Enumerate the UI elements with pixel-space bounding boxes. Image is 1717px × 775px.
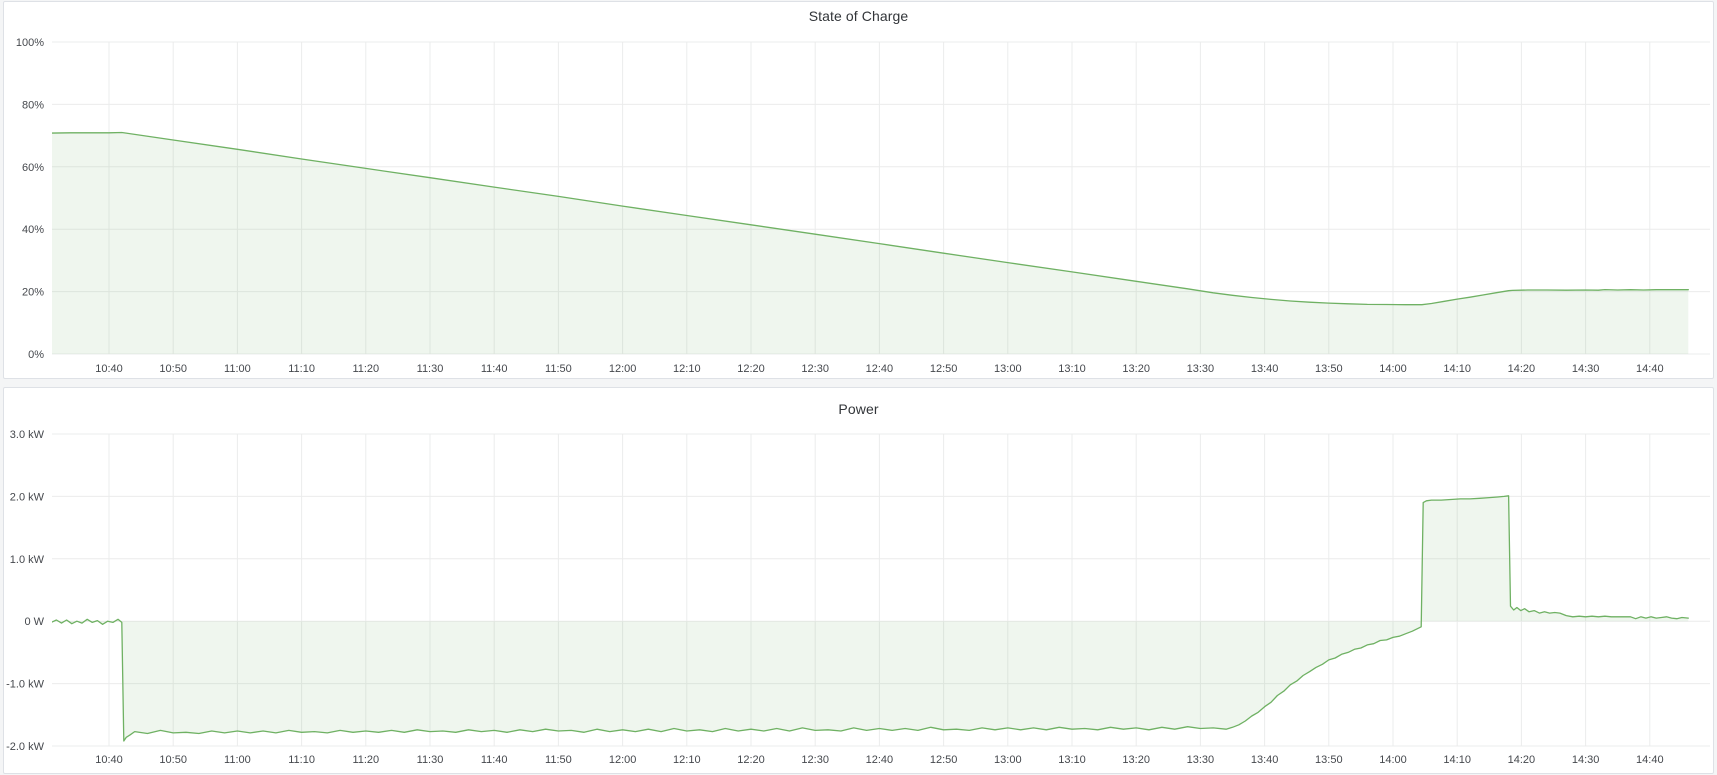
x-tick-label: 14:30	[1572, 363, 1600, 375]
x-tick-label: 10:50	[159, 754, 187, 766]
state-of-charge-panel: State of Charge 0% 20% 40% 60% 80% 100% 10:40 1…	[3, 1, 1714, 379]
y-tick-label: 0%	[28, 349, 44, 361]
x-tick-label: 13:20	[1122, 754, 1150, 766]
x-tick-label: 13:10	[1058, 363, 1086, 375]
x-tick-label: 12:10	[673, 754, 701, 766]
x-tick-label: 13:20	[1122, 363, 1150, 375]
x-tick-label: 14:20	[1508, 363, 1536, 375]
x-tick-label: 12:00	[609, 363, 637, 375]
x-tick-label: 11:40	[481, 754, 508, 766]
y-tick-label: 0 W	[24, 616, 44, 628]
x-tick-label: 14:30	[1572, 754, 1600, 766]
y-tick-label: 2.0 kW	[10, 491, 45, 503]
y-tick-label: 80%	[22, 99, 44, 111]
x-tick-label: 11:00	[224, 363, 251, 375]
x-tick-label: 11:30	[417, 754, 444, 766]
x-tick-label: 14:40	[1636, 363, 1664, 375]
x-tick-label: 11:10	[288, 754, 315, 766]
x-tick-label: 12:10	[673, 363, 701, 375]
x-tick-label: 10:40	[95, 363, 123, 375]
x-tick-label: 13:40	[1251, 363, 1279, 375]
x-tick-label: 13:00	[994, 363, 1022, 375]
panel-title-state-of-charge[interactable]: State of Charge	[808, 8, 909, 24]
y-tick-label: 3.0 kW	[10, 429, 45, 441]
x-tick-label: 11:20	[352, 754, 379, 766]
y-tick-label: 40%	[22, 224, 44, 236]
power-chart[interactable]: -2.0 kW -1.0 kW 0 W 1.0 kW 2.0 kW 3.0 kW 10:40…	[4, 388, 1715, 775]
x-tick-label: 12:20	[737, 754, 765, 766]
x-tick-label: 12:40	[866, 363, 894, 375]
x-tick-label: 11:50	[545, 754, 572, 766]
x-tick-label: 13:30	[1187, 363, 1215, 375]
x-tick-label: 11:10	[288, 363, 315, 375]
x-tick-label: 14:20	[1508, 754, 1536, 766]
x-tick-label: 13:00	[994, 754, 1022, 766]
x-tick-label: 12:20	[737, 363, 765, 375]
y-tick-label: 1.0 kW	[10, 554, 45, 566]
y-tick-label: 60%	[22, 162, 44, 174]
x-tick-label: 12:30	[801, 754, 829, 766]
x-tick-label: 14:00	[1379, 754, 1407, 766]
x-tick-label: 12:50	[930, 754, 958, 766]
x-tick-label: 11:50	[545, 363, 572, 375]
x-tick-label: 10:50	[159, 363, 187, 375]
panel-title-power[interactable]: Power	[838, 401, 879, 417]
x-tick-label: 11:30	[417, 363, 444, 375]
x-tick-label: 14:10	[1443, 754, 1471, 766]
x-tick-label: 12:40	[866, 754, 894, 766]
x-tick-label: 13:30	[1187, 754, 1215, 766]
x-tick-label: 13:10	[1058, 754, 1086, 766]
x-tick-label: 14:10	[1443, 363, 1471, 375]
x-tick-label: 14:40	[1636, 754, 1664, 766]
x-tick-label: 14:00	[1379, 363, 1407, 375]
y-tick-label: -2.0 kW	[6, 741, 45, 753]
power-panel: Power -2.0 kW -1.0 kW 0 W 1.0 kW 2.0 kW 3.0 k…	[3, 387, 1714, 774]
power-series-area	[52, 495, 1689, 741]
x-tick-label: 11:00	[224, 754, 251, 766]
x-tick-label: 11:40	[481, 363, 508, 375]
x-tick-label: 12:30	[801, 363, 829, 375]
x-tick-label: 10:40	[95, 754, 123, 766]
x-tick-label: 13:40	[1251, 754, 1279, 766]
x-tick-label: 12:00	[609, 754, 637, 766]
soc-series-area	[52, 132, 1689, 354]
state-of-charge-chart[interactable]: 0% 20% 40% 60% 80% 100% 10:40 10:50 11:00 11:10 11…	[4, 2, 1715, 380]
x-tick-label: 13:50	[1315, 363, 1343, 375]
x-tick-label: 13:50	[1315, 754, 1343, 766]
x-tick-label: 11:20	[352, 363, 379, 375]
y-tick-label: 20%	[22, 287, 44, 299]
x-tick-label: 12:50	[930, 363, 958, 375]
power-series-line	[52, 495, 1689, 742]
y-tick-label: -1.0 kW	[6, 679, 45, 691]
soc-series-line	[52, 131, 1689, 306]
y-tick-label: 100%	[16, 37, 44, 49]
